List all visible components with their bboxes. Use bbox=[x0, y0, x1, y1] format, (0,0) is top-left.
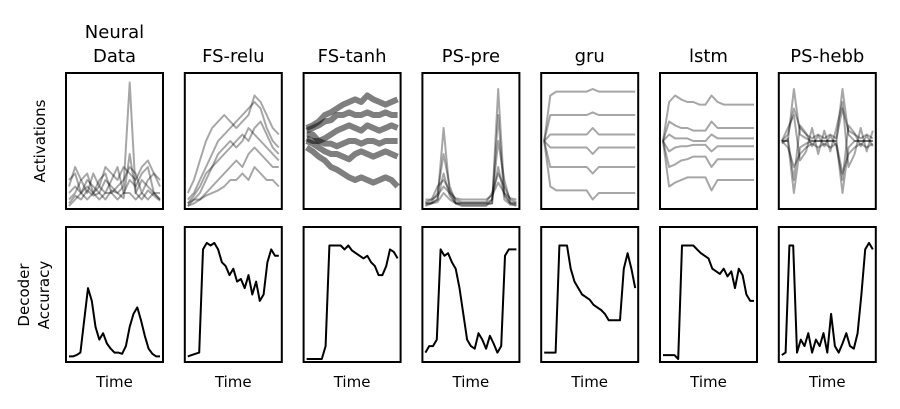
x-axis-label: Time bbox=[96, 373, 133, 391]
trace bbox=[425, 88, 517, 205]
trace bbox=[425, 114, 517, 206]
x-axis-label: Time bbox=[808, 373, 846, 391]
trace bbox=[305, 135, 398, 150]
trace bbox=[780, 101, 874, 168]
trace bbox=[662, 120, 754, 142]
x-axis-label: Time bbox=[333, 373, 371, 391]
panel-frame bbox=[540, 72, 640, 210]
panel-frame bbox=[421, 226, 521, 363]
trace bbox=[424, 248, 517, 354]
panel-frame bbox=[659, 72, 758, 210]
trace bbox=[425, 140, 517, 205]
panel-frame bbox=[777, 72, 877, 210]
trace bbox=[662, 140, 754, 168]
trace bbox=[662, 133, 754, 142]
trace bbox=[187, 120, 280, 205]
trace bbox=[781, 140, 874, 175]
trace bbox=[304, 144, 400, 189]
trace bbox=[186, 94, 280, 194]
panel-frame bbox=[65, 226, 164, 363]
trace bbox=[663, 244, 754, 360]
panel-title: PS-pre bbox=[441, 46, 501, 67]
trace bbox=[187, 146, 279, 207]
trace bbox=[543, 140, 636, 201]
trace bbox=[543, 88, 636, 142]
trace bbox=[305, 92, 399, 131]
panel-frame bbox=[65, 72, 164, 210]
x-axis-label: Time bbox=[214, 373, 252, 391]
panel-title: PS-hebb bbox=[790, 46, 865, 67]
trace bbox=[781, 140, 873, 194]
panel-title: gru bbox=[574, 46, 605, 67]
trace bbox=[425, 172, 517, 204]
trace bbox=[543, 111, 636, 142]
trace bbox=[781, 124, 874, 181]
panel-frame bbox=[777, 226, 877, 363]
trace bbox=[543, 127, 636, 142]
trace bbox=[187, 101, 280, 201]
trace bbox=[781, 241, 874, 356]
panel-frame bbox=[183, 226, 283, 363]
trace bbox=[68, 159, 161, 194]
trace bbox=[306, 244, 399, 360]
panel-title: FS-tanh bbox=[317, 46, 387, 67]
panel-frame bbox=[421, 72, 521, 210]
trace bbox=[187, 127, 280, 205]
y-axis-label: Activations bbox=[31, 99, 49, 183]
x-axis-label: Time bbox=[571, 373, 609, 391]
y-axis-label: Decoder Accuracy bbox=[15, 260, 53, 329]
trace bbox=[781, 107, 874, 142]
panel-title: FS-relu bbox=[202, 46, 265, 67]
panel-frame bbox=[183, 72, 283, 210]
trace bbox=[68, 192, 161, 207]
trace bbox=[68, 153, 161, 205]
trace bbox=[662, 140, 754, 153]
panel-frame bbox=[540, 226, 640, 363]
panel-frame bbox=[302, 72, 402, 210]
trace bbox=[425, 181, 517, 201]
trace bbox=[68, 166, 161, 194]
panel-frame bbox=[659, 226, 758, 363]
trace bbox=[69, 287, 160, 358]
x-axis-label: Time bbox=[690, 373, 727, 391]
trace bbox=[544, 244, 637, 354]
trace bbox=[187, 166, 280, 207]
trace bbox=[68, 166, 161, 201]
trace bbox=[781, 88, 873, 142]
trace bbox=[305, 138, 399, 163]
panel-title: Neural Data bbox=[84, 22, 145, 67]
trace bbox=[543, 140, 636, 155]
trace bbox=[425, 166, 517, 207]
panel-title: lstm bbox=[689, 46, 728, 67]
trace bbox=[662, 94, 754, 142]
trace bbox=[68, 81, 160, 194]
panel-frame bbox=[302, 226, 402, 363]
trace bbox=[543, 140, 636, 175]
trace bbox=[305, 109, 398, 134]
trace bbox=[187, 241, 279, 358]
trace bbox=[662, 140, 754, 192]
x-axis-label: Time bbox=[452, 373, 490, 391]
